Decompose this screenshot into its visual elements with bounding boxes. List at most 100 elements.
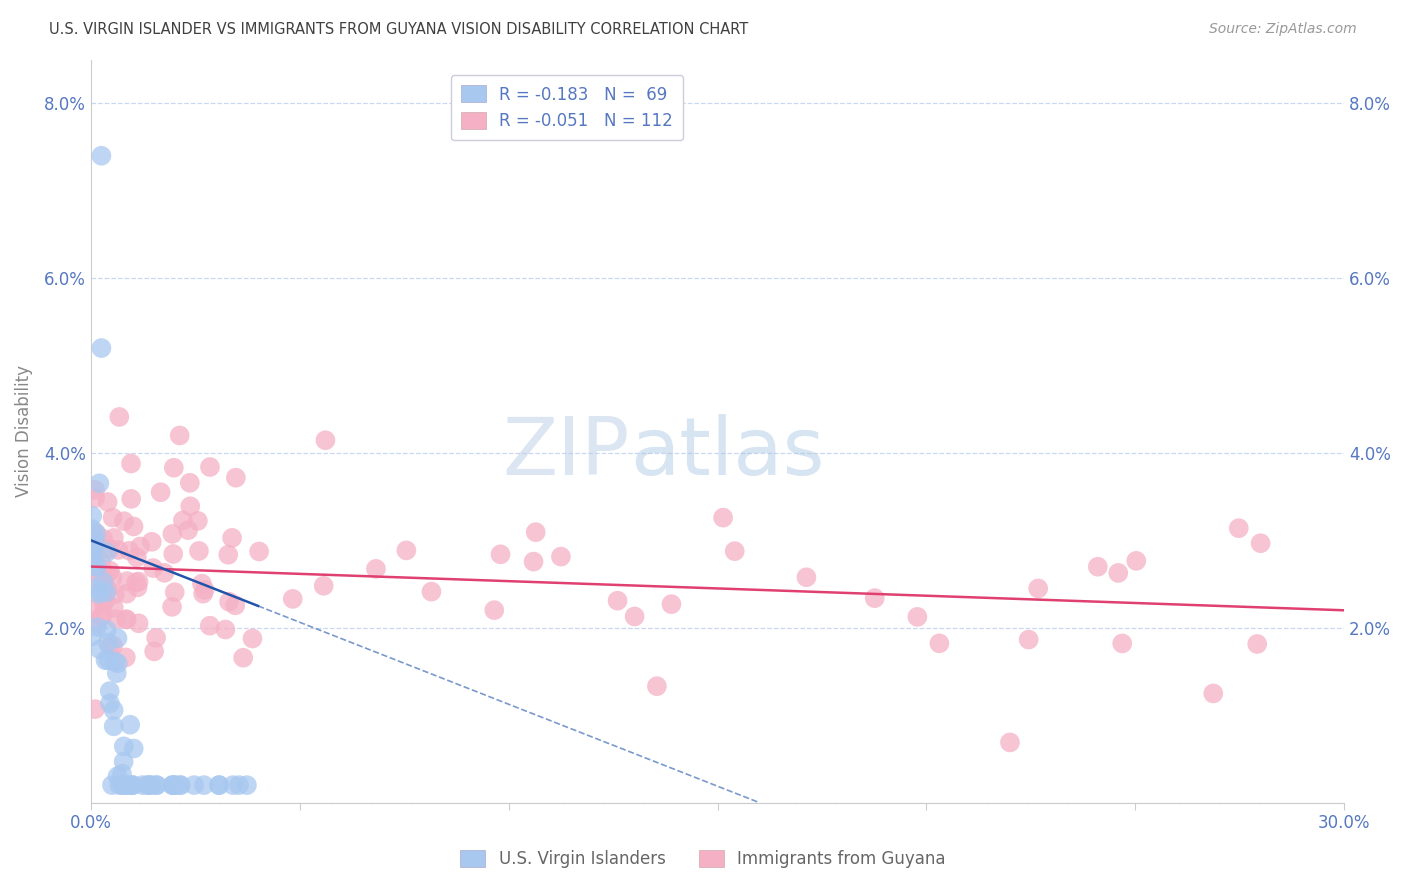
Point bbox=[145, 778, 167, 792]
Point bbox=[125, 550, 148, 565]
Point bbox=[169, 778, 191, 792]
Point bbox=[89, 642, 111, 657]
Point bbox=[84, 526, 107, 541]
Point bbox=[93, 597, 115, 611]
Point bbox=[193, 778, 215, 792]
Point bbox=[90, 554, 112, 568]
Point bbox=[187, 514, 209, 528]
Point bbox=[82, 629, 104, 643]
Point bbox=[645, 679, 668, 693]
Point bbox=[115, 612, 138, 626]
Point bbox=[136, 778, 159, 792]
Point bbox=[96, 566, 118, 581]
Point bbox=[120, 778, 142, 792]
Point bbox=[86, 616, 108, 631]
Point bbox=[84, 559, 107, 574]
Point bbox=[1246, 637, 1268, 651]
Point bbox=[101, 510, 124, 524]
Point bbox=[108, 409, 131, 424]
Point bbox=[96, 585, 118, 599]
Point bbox=[247, 544, 270, 558]
Point bbox=[107, 631, 129, 645]
Point bbox=[104, 588, 127, 602]
Point bbox=[101, 639, 124, 653]
Point bbox=[91, 532, 114, 546]
Point bbox=[115, 587, 138, 601]
Point bbox=[218, 595, 240, 609]
Point bbox=[121, 778, 143, 792]
Point bbox=[108, 778, 131, 792]
Point bbox=[661, 597, 683, 611]
Point bbox=[177, 523, 200, 537]
Point bbox=[97, 495, 120, 509]
Point bbox=[222, 778, 245, 792]
Point bbox=[86, 620, 108, 634]
Point bbox=[83, 553, 105, 567]
Point bbox=[138, 778, 160, 792]
Point bbox=[107, 657, 129, 671]
Point bbox=[96, 623, 118, 637]
Point bbox=[84, 574, 107, 589]
Point bbox=[711, 510, 734, 524]
Point bbox=[420, 584, 443, 599]
Point bbox=[170, 778, 193, 792]
Point bbox=[98, 541, 121, 556]
Point bbox=[187, 544, 209, 558]
Point bbox=[84, 565, 107, 579]
Point bbox=[101, 778, 124, 792]
Point bbox=[115, 650, 138, 665]
Point bbox=[1087, 559, 1109, 574]
Point bbox=[162, 778, 184, 792]
Point bbox=[183, 778, 205, 792]
Legend: R = -0.183   N =  69, R = -0.051   N = 112: R = -0.183 N = 69, R = -0.051 N = 112 bbox=[451, 75, 683, 140]
Point bbox=[606, 593, 628, 607]
Point bbox=[160, 599, 183, 614]
Point bbox=[163, 778, 186, 792]
Point bbox=[90, 610, 112, 624]
Point bbox=[1111, 636, 1133, 650]
Point bbox=[281, 591, 304, 606]
Point bbox=[191, 576, 214, 591]
Point bbox=[1018, 632, 1040, 647]
Point bbox=[117, 778, 139, 792]
Point bbox=[163, 778, 186, 792]
Text: ZIP: ZIP bbox=[502, 415, 630, 492]
Point bbox=[169, 428, 191, 442]
Point bbox=[84, 548, 107, 562]
Point bbox=[232, 650, 254, 665]
Point bbox=[84, 535, 107, 549]
Point bbox=[395, 543, 418, 558]
Point bbox=[112, 739, 135, 754]
Point bbox=[107, 769, 129, 783]
Point bbox=[905, 610, 928, 624]
Point bbox=[118, 543, 141, 558]
Point bbox=[104, 612, 127, 626]
Point bbox=[84, 600, 107, 615]
Text: atlas: atlas bbox=[630, 415, 824, 492]
Point bbox=[90, 341, 112, 355]
Point bbox=[550, 549, 572, 564]
Point bbox=[863, 591, 886, 606]
Point bbox=[127, 580, 149, 594]
Point bbox=[122, 741, 145, 756]
Point bbox=[194, 582, 217, 597]
Point bbox=[142, 561, 165, 575]
Point bbox=[489, 547, 512, 561]
Point bbox=[1202, 686, 1225, 700]
Point bbox=[153, 566, 176, 580]
Point bbox=[928, 636, 950, 650]
Point bbox=[141, 534, 163, 549]
Point bbox=[162, 547, 184, 561]
Text: U.S. VIRGIN ISLANDER VS IMMIGRANTS FROM GUYANA VISION DISABILITY CORRELATION CHA: U.S. VIRGIN ISLANDER VS IMMIGRANTS FROM … bbox=[49, 22, 748, 37]
Point bbox=[208, 778, 231, 792]
Point bbox=[1250, 536, 1272, 550]
Point bbox=[84, 702, 107, 716]
Point bbox=[89, 476, 111, 491]
Point bbox=[97, 635, 120, 649]
Point bbox=[98, 640, 121, 654]
Point bbox=[103, 719, 125, 733]
Point bbox=[103, 703, 125, 717]
Point bbox=[179, 500, 201, 514]
Point bbox=[221, 531, 243, 545]
Point bbox=[724, 544, 747, 558]
